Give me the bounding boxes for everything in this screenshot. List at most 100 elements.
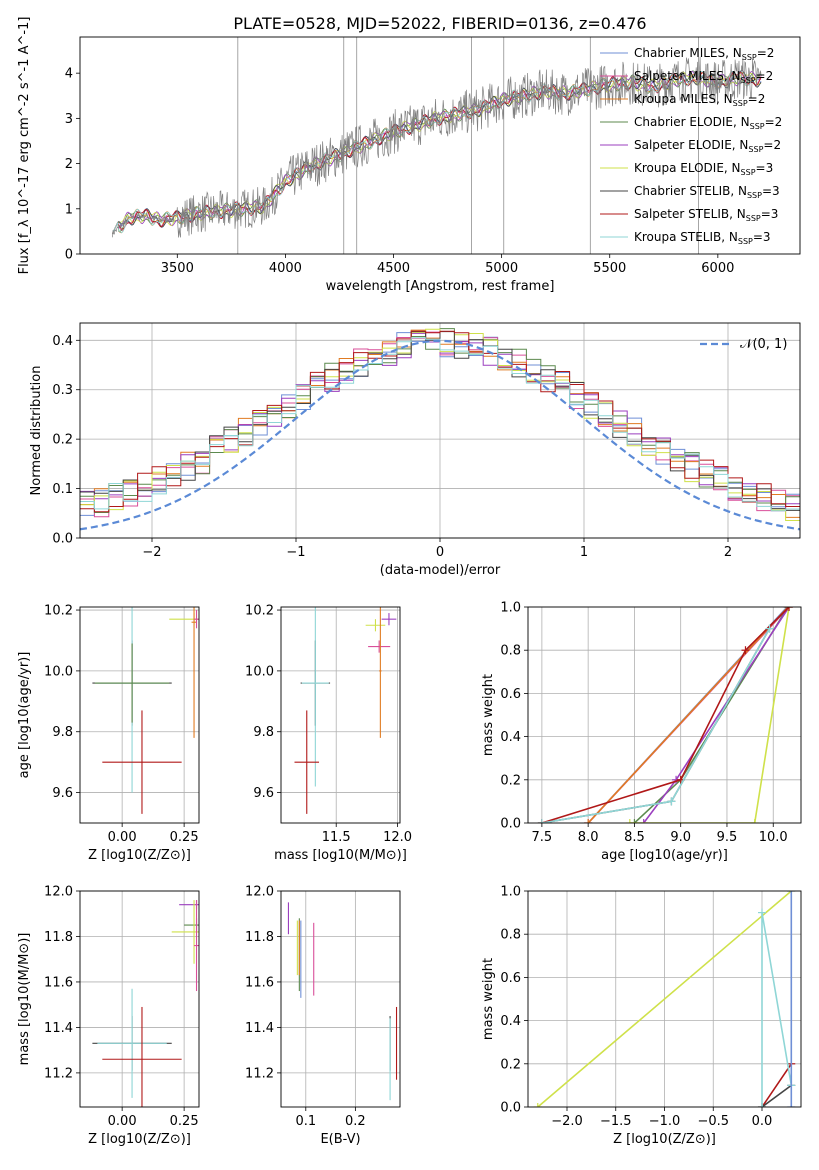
y-tick-label: 12.0 — [44, 885, 73, 900]
y-tick-label: 4 — [65, 67, 73, 82]
y-axis-label: Flux [f_λ 10^-17 erg cm^-2 s^-1 A^-1] — [17, 17, 32, 275]
y-tick-label: 10.0 — [44, 664, 73, 679]
mass-weight-line — [541, 628, 771, 823]
x-tick-label: 4500 — [377, 261, 410, 276]
y-tick-label: 11.2 — [44, 1066, 73, 1081]
y-tick-label: 0.2 — [500, 773, 521, 788]
legend-label: Salpeter STELIB, NSSP=3 — [634, 207, 778, 223]
y-tick-label: 0.6 — [500, 971, 521, 986]
plot-area — [80, 328, 800, 531]
mass-weight-line — [761, 912, 793, 1107]
panel-weight-vs-Z: −2.0 −1.5 −1.0 −0.5 0.0 0.0 0.2 0.4 0.6 0.8 1.0 Z [… — [481, 885, 802, 1147]
y-tick-label: 0.1 — [52, 482, 73, 497]
mass-weight-line — [761, 1084, 792, 1107]
axes-frame — [79, 322, 801, 539]
x-tick-label: −2.0 — [551, 1114, 583, 1129]
x-axis-label: (data-model)/error — [380, 563, 501, 578]
plot-area — [92, 900, 199, 1107]
legend-label: 𝒩(0, 1) — [740, 337, 787, 352]
y-tick-label: 10.2 — [245, 604, 274, 619]
y-tick-label: 0.0 — [52, 532, 73, 547]
histogram-step — [80, 337, 800, 512]
y-tick-label: 0.4 — [500, 1014, 521, 1029]
model-spectrum-line — [112, 69, 762, 234]
histogram-step — [80, 330, 800, 513]
x-tick-label: 3500 — [161, 261, 194, 276]
legend-label: Chabrier STELIB, NSSP=3 — [634, 184, 780, 200]
x-tick-label: 8.5 — [624, 830, 645, 845]
plot-area — [294, 607, 397, 814]
y-axis-label: mass [log10(M/M⊙)] — [17, 933, 32, 1066]
x-tick-label: 0 — [436, 545, 444, 560]
mass-weight-line — [761, 1063, 792, 1107]
legend-label: Chabrier ELODIE, NSSP=2 — [634, 115, 782, 131]
x-tick-label: 8.0 — [578, 830, 599, 845]
x-tick-label: 2 — [724, 545, 732, 560]
y-tick-label: 0.2 — [52, 433, 73, 448]
panel-spectrum: 3500 4000 4500 5000 5500 6000 0 1 2 3 4 wavelength … — [17, 17, 801, 294]
y-tick-label: 11.6 — [44, 975, 73, 990]
plot-area — [537, 607, 793, 823]
y-axis-label: Normed distribution — [29, 366, 44, 496]
y-tick-label: 12.0 — [245, 885, 274, 900]
y-tick-label: 11.4 — [44, 1021, 73, 1036]
axes-frame — [527, 606, 802, 824]
x-tick-label: 0.00 — [108, 1114, 137, 1129]
x-tick-label: −1.5 — [600, 1114, 632, 1129]
axes-frame — [280, 890, 401, 1108]
y-tick-label: 0.4 — [52, 334, 73, 349]
x-tick-label: 0.00 — [108, 830, 137, 845]
y-tick-label: 0.0 — [500, 1101, 521, 1116]
x-tick-label: 0.1 — [295, 1114, 316, 1129]
y-tick-label: 10.2 — [44, 604, 73, 619]
x-axis-label: Z [log10(Z/Z⊙)] — [613, 1132, 716, 1147]
y-tick-label: 0.3 — [52, 383, 73, 398]
x-tick-label: 0.25 — [170, 830, 199, 845]
y-tick-label: 1.0 — [500, 601, 521, 616]
y-tick-label: 0.8 — [500, 928, 521, 943]
legend-label: Salpeter MILES, NSSP=2 — [634, 69, 773, 85]
mass-weight-line — [537, 891, 792, 1107]
y-axis-label: age [log10(age/yr)] — [17, 652, 32, 779]
y-tick-label: 9.8 — [52, 725, 73, 740]
x-tick-label: −1.0 — [649, 1114, 681, 1129]
histogram-step — [80, 331, 800, 511]
x-axis-label: Z [log10(Z/Z⊙)] — [88, 1132, 191, 1147]
x-tick-label: 1 — [580, 545, 588, 560]
x-tick-label: −0.5 — [697, 1114, 729, 1129]
mass-weight-line — [629, 607, 790, 823]
plot-area — [287, 902, 398, 1101]
mass-weight-line — [541, 628, 771, 823]
y-tick-label: 11.4 — [245, 1021, 274, 1036]
x-tick-label: 12.0 — [383, 830, 412, 845]
plot-area — [92, 607, 199, 814]
x-tick-label: 4000 — [269, 261, 302, 276]
observed-spectrum-line — [112, 56, 762, 238]
panel-mass-vs-Z: 0.00 0.25 11.2 11.4 11.6 11.8 12.0 Z [log10(Z/Z… — [17, 885, 200, 1147]
model-spectrum-line — [112, 71, 762, 234]
x-tick-label: 11.5 — [322, 830, 351, 845]
mass-weight-line — [643, 607, 790, 823]
y-tick-label: 0.0 — [500, 817, 521, 832]
x-tick-label: 5500 — [593, 261, 626, 276]
legend-label: Salpeter ELODIE, NSSP=2 — [634, 138, 781, 154]
x-axis-label: E(B-V) — [320, 1132, 360, 1147]
y-tick-label: 0.8 — [500, 644, 521, 659]
mass-weight-line — [587, 607, 789, 823]
figure-title: PLATE=0528, MJD=52022, FIBERID=0136, z=0… — [233, 14, 646, 33]
axes-frame — [79, 606, 200, 824]
x-tick-label: 10.0 — [759, 830, 788, 845]
legend-label: Kroupa STELIB, NSSP=3 — [634, 230, 771, 246]
axes-frame — [79, 36, 801, 255]
y-tick-label: 11.2 — [245, 1066, 274, 1081]
x-tick-label: −1 — [286, 545, 305, 560]
x-tick-label: 0.2 — [345, 1114, 366, 1129]
y-tick-label: 0 — [65, 248, 73, 263]
y-tick-label: 1 — [65, 202, 73, 217]
y-tick-label: 11.8 — [44, 930, 73, 945]
model-spectrum-line — [112, 69, 762, 234]
y-axis-label: mass weight — [481, 958, 496, 1040]
axes-frame — [280, 606, 401, 824]
y-tick-label: 0.6 — [500, 687, 521, 702]
